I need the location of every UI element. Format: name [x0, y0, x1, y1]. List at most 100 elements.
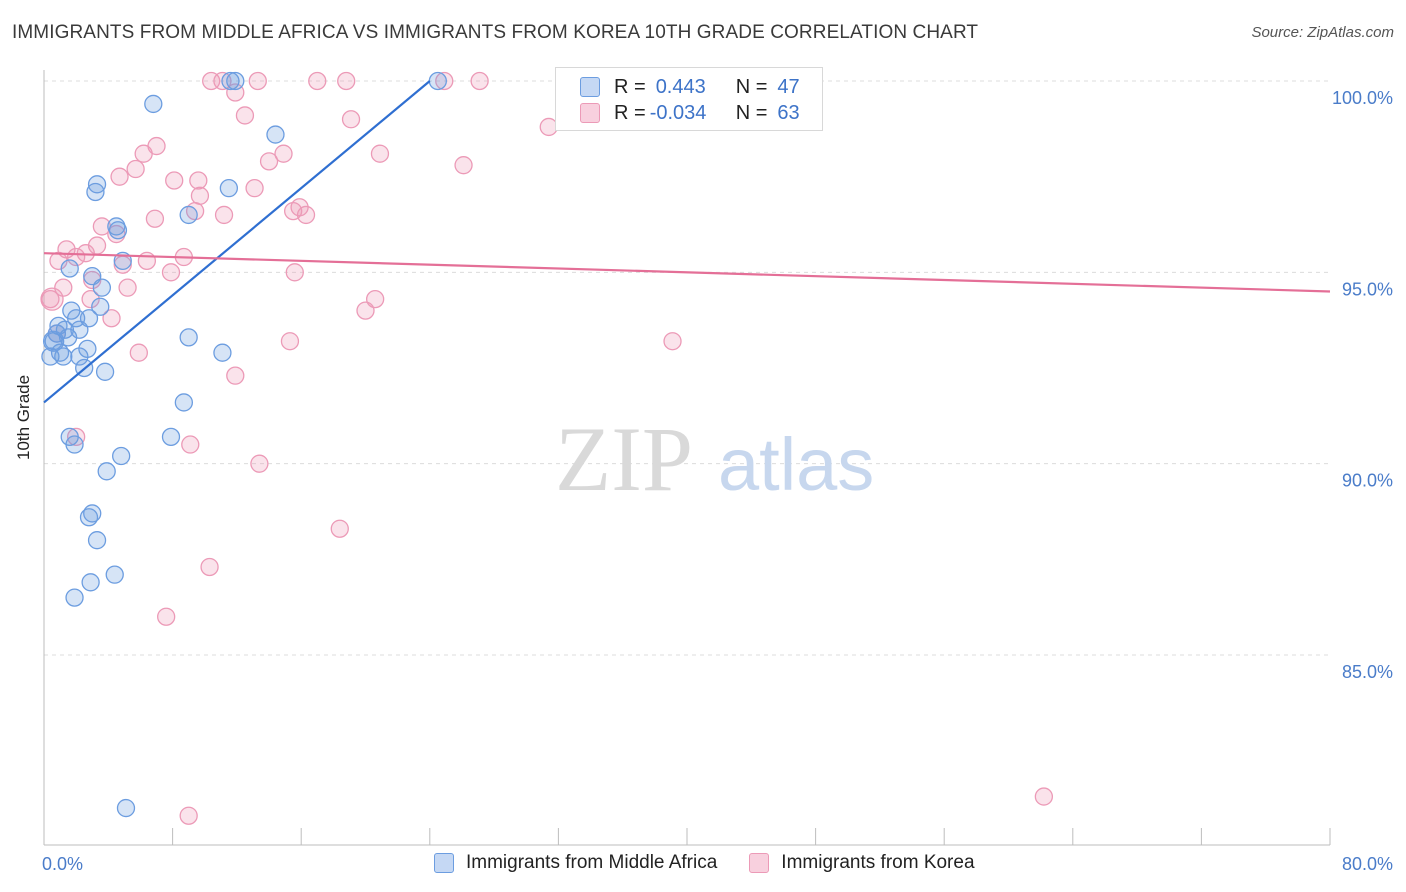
korea-point — [161, 263, 181, 282]
korea-point — [308, 71, 327, 91]
legend-row-middle-africa: R = 0.443 N = 47 — [580, 74, 800, 100]
legend-n-value: 63 — [777, 101, 800, 124]
korea-point — [274, 144, 293, 163]
x-tick-label: 80.0% — [1342, 854, 1393, 874]
middle-africa-point — [428, 71, 447, 91]
korea-point — [454, 156, 473, 175]
middle-africa-point — [95, 362, 115, 381]
legend-r-label: R = — [614, 75, 646, 98]
korea-point — [365, 289, 385, 309]
middle-africa-point — [226, 71, 245, 91]
korea-point — [259, 152, 279, 171]
x-tick-label: 0.0% — [42, 854, 83, 874]
korea-point — [41, 289, 60, 309]
legend-swatch-blue — [434, 853, 454, 873]
legend-label-middle-africa: Immigrants from Middle Africa — [466, 852, 718, 873]
korea-point — [370, 144, 390, 163]
legend-r-value: -0.034 — [649, 101, 707, 124]
watermark: ZIP atlas — [555, 408, 874, 510]
legend-row-korea: R = -0.034 N = 63 — [580, 100, 800, 126]
korea-point — [145, 209, 165, 228]
middle-africa-points — [41, 71, 447, 818]
series-legend: Immigrants from Middle Africa Immigrants… — [434, 852, 1007, 874]
korea-point — [214, 205, 234, 225]
korea-point — [129, 343, 148, 362]
korea-point — [137, 251, 157, 271]
korea-point — [118, 278, 137, 297]
middle-africa-point — [54, 347, 73, 366]
legend-n-value: 47 — [777, 75, 800, 98]
korea-point — [435, 71, 454, 91]
middle-africa-point — [144, 94, 163, 114]
korea-point — [147, 136, 166, 156]
korea-point — [102, 309, 121, 328]
legend-label-korea: Immigrants from Korea — [781, 852, 975, 873]
axes — [43, 70, 1331, 846]
korea-point — [330, 519, 349, 538]
korea-point — [470, 71, 489, 91]
korea-point — [226, 366, 245, 385]
y-tick-label: 95.0% — [1342, 279, 1393, 299]
legend-item-middle-africa[interactable]: Immigrants from Middle Africa — [434, 852, 717, 874]
korea-point — [67, 427, 86, 447]
korea-point — [285, 263, 304, 282]
korea-point — [126, 159, 145, 179]
legend-n-label: N = — [735, 101, 768, 124]
middle-africa-point — [65, 435, 84, 454]
legend-swatch-pink — [749, 853, 770, 873]
korea-point — [296, 205, 316, 225]
middle-africa-point — [83, 504, 102, 523]
korea-point — [250, 454, 269, 473]
middle-africa-point — [108, 221, 128, 240]
legend-r-label: R = — [614, 101, 646, 124]
y-tick-label: 90.0% — [1342, 471, 1393, 491]
legend-swatch-pink — [580, 103, 600, 123]
middle-africa-point — [87, 531, 107, 550]
korea-point — [81, 289, 100, 309]
middle-africa-point — [86, 182, 105, 202]
middle-africa-point — [91, 297, 110, 316]
korea-point — [157, 607, 176, 626]
chart-source: Source: ZipAtlas.com — [1251, 24, 1394, 41]
middle-africa-point — [219, 178, 239, 198]
korea-point — [663, 332, 682, 351]
middle-africa-point — [221, 71, 240, 91]
middle-africa-point — [213, 343, 232, 362]
legend-n-label: N = — [735, 75, 768, 98]
middle-africa-point — [42, 330, 65, 352]
middle-africa-point — [60, 259, 79, 278]
korea-point — [245, 178, 264, 198]
korea-point — [341, 110, 361, 129]
correlation-legend: R = 0.443 N = 47 R = -0.034 N = 63 — [555, 67, 823, 131]
watermark-zip: ZIP — [555, 408, 693, 510]
middle-africa-point — [92, 278, 112, 297]
watermark-atlas: atlas — [718, 423, 874, 506]
korea-point — [248, 71, 267, 91]
middle-africa-point — [179, 328, 198, 347]
y-tick-label: 85.0% — [1342, 662, 1393, 682]
middle-africa-point — [49, 316, 68, 336]
middle-africa-point — [105, 565, 124, 584]
korea-point — [200, 557, 219, 577]
middle-africa-point — [174, 393, 194, 412]
middle-africa-point — [70, 347, 89, 366]
legend-item-korea[interactable]: Immigrants from Korea — [749, 852, 975, 874]
middle-africa-point — [79, 309, 99, 328]
middle-africa-point — [161, 427, 181, 447]
middle-africa-point — [67, 309, 86, 328]
y-tick-labels: 100.0% 95.0% 90.0% 85.0% — [1332, 88, 1393, 682]
korea-point — [280, 332, 300, 351]
korea-point — [190, 186, 210, 205]
korea-trend-line — [43, 252, 1331, 293]
korea-point — [189, 171, 208, 190]
korea-point — [67, 247, 86, 267]
middle-africa-point — [97, 462, 116, 481]
y-tick-label: 100.0% — [1332, 88, 1393, 108]
korea-point — [181, 435, 200, 454]
korea-point — [165, 171, 184, 190]
middle-africa-point — [116, 798, 136, 818]
legend-r-value: 0.443 — [655, 75, 706, 98]
korea-point — [110, 167, 129, 186]
middle-africa-point — [41, 347, 60, 366]
